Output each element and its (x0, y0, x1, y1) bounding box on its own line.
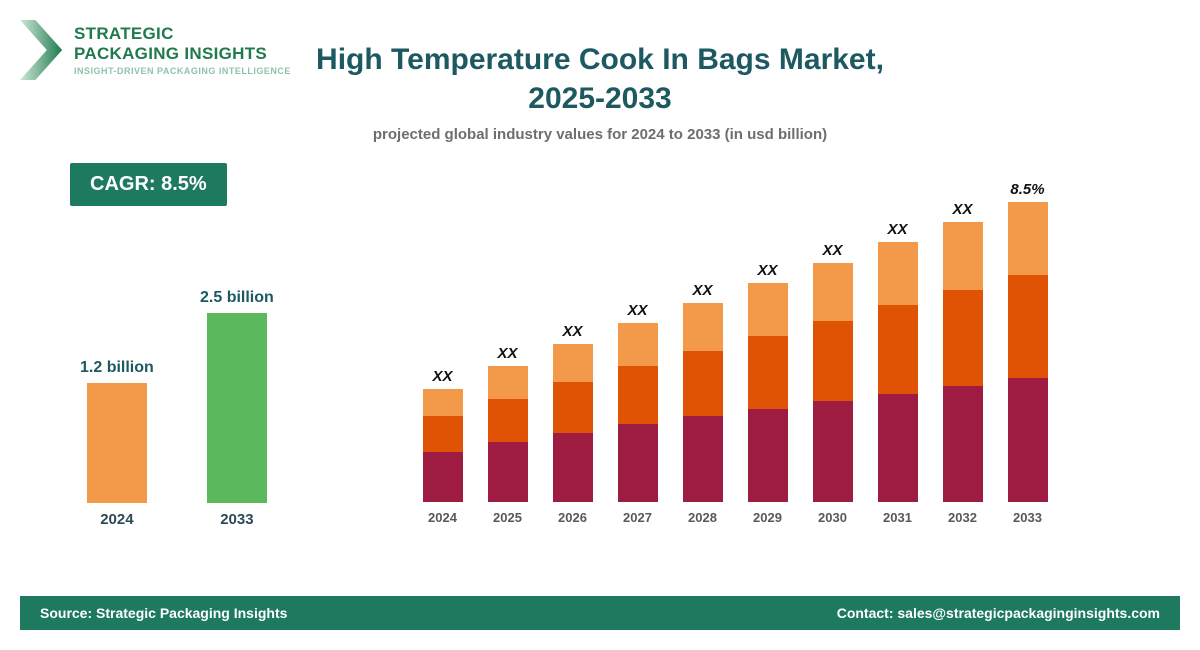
stack-group-2032[interactable]: XX 2032 (943, 201, 983, 525)
stack-group-2024[interactable]: XX 2024 (423, 368, 463, 525)
stack-segment-mid-2029[interactable] (748, 336, 788, 409)
stack-year-label-2030: 2030 (818, 510, 847, 525)
stack-top-label-2029: XX (757, 262, 777, 279)
stack-segment-top-2024[interactable] (423, 389, 463, 417)
stack-top-label-2025: XX (497, 345, 517, 362)
page-subtitle: projected global industry values for 202… (0, 126, 1200, 143)
stack-top-label-2032: XX (952, 201, 972, 218)
stack-segment-mid-2033[interactable] (1008, 275, 1048, 378)
stack-year-label-2027: 2027 (623, 510, 652, 525)
stack-segment-bottom-2027[interactable] (618, 424, 658, 502)
stack-segment-bottom-2033[interactable] (1008, 378, 1048, 502)
stack-segment-bottom-2026[interactable] (553, 433, 593, 502)
page-title: High Temperature Cook In Bags Market, 202… (0, 40, 1200, 118)
stack-year-label-2031: 2031 (883, 510, 912, 525)
stack-group-2025[interactable]: XX 2025 (488, 345, 528, 525)
stack-segment-bottom-2030[interactable] (813, 401, 853, 502)
stack-segment-mid-2026[interactable] (553, 382, 593, 432)
stack-group-2031[interactable]: XX 2031 (878, 221, 918, 525)
stack-segment-top-2026[interactable] (553, 344, 593, 382)
stack-segment-top-2025[interactable] (488, 366, 528, 399)
stack-year-label-2024: 2024 (428, 510, 457, 525)
stack-group-2029[interactable]: XX 2029 (748, 262, 788, 525)
stack-year-label-2028: 2028 (688, 510, 717, 525)
stack-segment-bottom-2024[interactable] (423, 452, 463, 502)
footer-source: Source: Strategic Packaging Insights (40, 605, 287, 621)
footer-contact: Contact: sales@strategicpackaginginsight… (837, 605, 1160, 621)
stack-year-label-2025: 2025 (493, 510, 522, 525)
stack-year-label-2026: 2026 (558, 510, 587, 525)
stack-top-label-2033: 8.5% (1010, 181, 1044, 198)
small-bar-chart: 1.2 billion 2024 2.5 billion 2033 (60, 318, 280, 558)
stack-group-2030[interactable]: XX 2030 (813, 242, 853, 525)
small-bar-2033[interactable] (207, 313, 267, 503)
stack-segment-top-2031[interactable] (878, 242, 918, 305)
stack-segment-mid-2025[interactable] (488, 399, 528, 442)
small-bar-label-2024: 2024 (100, 511, 133, 528)
stack-segment-bottom-2028[interactable] (683, 416, 723, 502)
stack-segment-top-2029[interactable] (748, 283, 788, 336)
stack-segment-mid-2027[interactable] (618, 366, 658, 424)
cagr-badge: CAGR: 8.5% (70, 163, 227, 206)
stack-top-label-2027: XX (627, 302, 647, 319)
small-bar-label-2033: 2033 (220, 511, 253, 528)
stack-segment-bottom-2025[interactable] (488, 442, 528, 503)
stacked-bar-chart: XX 2024 XX 2025 XX 2026 XX 2027 XX 2028 XX 2029 XX 20… (410, 195, 1060, 555)
stack-segment-top-2032[interactable] (943, 222, 983, 290)
small-bar-value-2024: 1.2 billion (80, 359, 154, 377)
stack-year-label-2033: 2033 (1013, 510, 1042, 525)
stack-segment-mid-2028[interactable] (683, 351, 723, 417)
stack-segment-top-2028[interactable] (683, 303, 723, 351)
stack-top-label-2028: XX (692, 282, 712, 299)
stack-top-label-2030: XX (822, 242, 842, 259)
stack-top-label-2024: XX (432, 368, 452, 385)
stack-group-2033[interactable]: 8.5% 2033 (1008, 181, 1048, 525)
stack-segment-bottom-2032[interactable] (943, 386, 983, 502)
stack-segment-mid-2030[interactable] (813, 321, 853, 402)
stack-segment-top-2030[interactable] (813, 263, 853, 321)
stack-group-2026[interactable]: XX 2026 (553, 323, 593, 525)
small-bar-group-2024[interactable]: 1.2 billion 2024 (80, 359, 154, 528)
small-bar-group-2033[interactable]: 2.5 billion 2033 (200, 289, 274, 528)
stack-year-label-2032: 2032 (948, 510, 977, 525)
footer-bar: Source: Strategic Packaging Insights Con… (20, 596, 1180, 630)
stack-top-label-2031: XX (887, 221, 907, 238)
stack-group-2027[interactable]: XX 2027 (618, 302, 658, 525)
stack-top-label-2026: XX (562, 323, 582, 340)
stack-group-2028[interactable]: XX 2028 (683, 282, 723, 525)
stack-segment-top-2027[interactable] (618, 323, 658, 366)
stack-year-label-2029: 2029 (753, 510, 782, 525)
small-bar-2024[interactable] (87, 383, 147, 503)
stack-segment-bottom-2029[interactable] (748, 409, 788, 502)
stack-segment-mid-2024[interactable] (423, 416, 463, 451)
small-bar-value-2033: 2.5 billion (200, 289, 274, 307)
stack-segment-top-2033[interactable] (1008, 202, 1048, 275)
stack-segment-mid-2032[interactable] (943, 290, 983, 386)
stack-segment-bottom-2031[interactable] (878, 394, 918, 502)
stack-segment-mid-2031[interactable] (878, 305, 918, 393)
